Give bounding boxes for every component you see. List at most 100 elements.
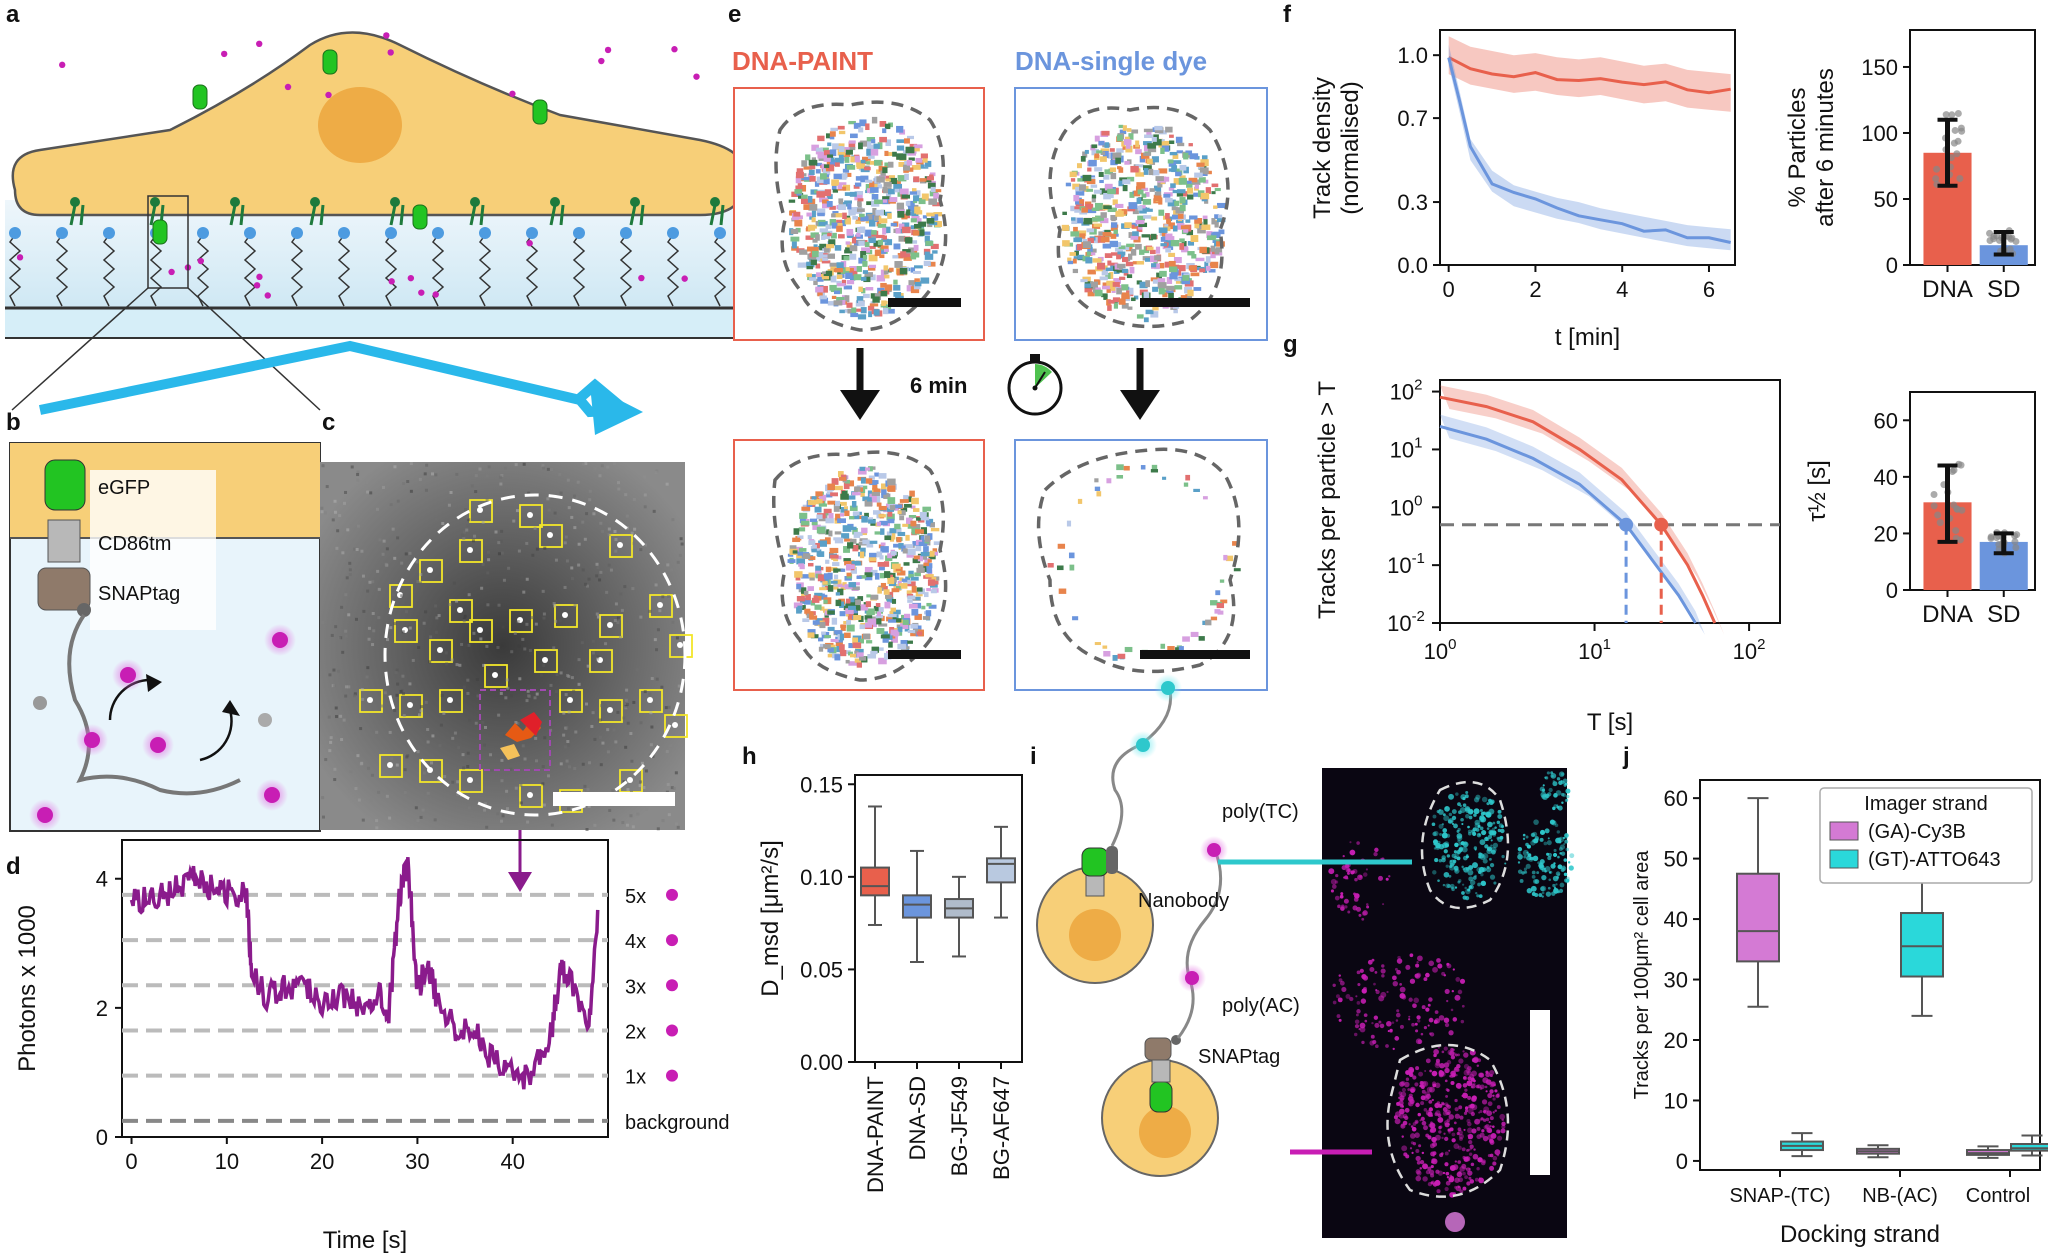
- track: [823, 644, 831, 649]
- fluor-dot: [1420, 1085, 1425, 1089]
- track: [891, 598, 897, 604]
- y-tick-label: 10: [1664, 1088, 1688, 1113]
- track: [908, 574, 914, 578]
- fluor-dot: [1494, 1149, 1501, 1156]
- noise: [417, 713, 421, 717]
- track: [861, 247, 870, 253]
- track: [1077, 254, 1085, 260]
- fluor-dot: [1427, 1166, 1432, 1171]
- track: [881, 489, 887, 495]
- fluor-dot: [1529, 856, 1534, 861]
- track: [817, 289, 823, 297]
- track: [884, 175, 893, 180]
- track: [896, 125, 904, 133]
- noise: [357, 798, 361, 802]
- track: [870, 650, 878, 655]
- fluor-dot: [1359, 968, 1364, 973]
- fluor-dot: [1470, 1111, 1475, 1117]
- fluor-dot: [1443, 1062, 1450, 1068]
- track: [856, 266, 862, 272]
- track: [1057, 543, 1066, 549]
- noise: [614, 740, 618, 744]
- noise: [591, 711, 595, 715]
- track: [1195, 257, 1205, 262]
- track: [1087, 237, 1094, 244]
- fluor-dot: [1457, 1053, 1460, 1057]
- track: [1188, 265, 1197, 271]
- track: [1177, 142, 1185, 147]
- track: [847, 651, 853, 656]
- track: [812, 524, 821, 530]
- fluor-dot: [1449, 864, 1453, 869]
- track: [1159, 270, 1167, 277]
- fluor-dot: [1442, 828, 1448, 833]
- track: [801, 506, 811, 511]
- noise: [580, 641, 584, 645]
- spot: [562, 612, 568, 618]
- track: [811, 210, 816, 218]
- track: [823, 511, 829, 516]
- track: [834, 245, 842, 251]
- track: [844, 560, 854, 566]
- noise: [450, 658, 454, 662]
- track: [1092, 258, 1102, 263]
- track: [848, 140, 856, 144]
- track: [1121, 284, 1129, 291]
- noise: [328, 749, 332, 753]
- noise: [654, 470, 658, 474]
- fluor-dot: [1517, 846, 1523, 852]
- track: [1174, 277, 1182, 282]
- fluor-dot: [1544, 776, 1549, 780]
- track: [828, 239, 836, 246]
- track: [1140, 465, 1146, 470]
- fluor-dot: [1487, 821, 1493, 828]
- track: [1196, 162, 1205, 167]
- fluor-dot: [1496, 1092, 1500, 1096]
- imager-dot: [693, 73, 700, 80]
- track: [1169, 140, 1175, 145]
- noise: [601, 741, 605, 745]
- fluor-dot: [1386, 1020, 1392, 1027]
- track: [1076, 217, 1084, 224]
- fluor-dot: [1355, 995, 1358, 998]
- track: [822, 168, 831, 176]
- track: [882, 227, 887, 235]
- egfp-protein: [412, 204, 428, 230]
- noise: [534, 759, 538, 763]
- fluor-dot: [1533, 819, 1539, 825]
- noise: [462, 685, 466, 689]
- crossing-point: [1619, 517, 1634, 532]
- track: [810, 259, 817, 266]
- fluor-dot: [1417, 1112, 1421, 1117]
- fluor-dot: [1458, 1058, 1464, 1064]
- fluor-dot: [1442, 1110, 1448, 1116]
- x-tick-label: 20: [310, 1149, 334, 1174]
- track: [807, 562, 814, 567]
- track: [904, 503, 912, 508]
- track: [848, 141, 856, 149]
- noise: [570, 676, 574, 680]
- y-tick-label: 20: [1664, 1028, 1688, 1053]
- fluor-dot: [1415, 1155, 1421, 1162]
- track: [1077, 498, 1083, 504]
- fluor-dot: [1462, 1050, 1465, 1053]
- noise: [325, 485, 329, 489]
- track: [915, 157, 923, 163]
- track: [865, 478, 873, 484]
- noise: [654, 583, 658, 587]
- track: [1133, 295, 1139, 300]
- track: [1143, 168, 1149, 175]
- fluor-dot: [1369, 966, 1375, 972]
- data-point: [1948, 111, 1956, 119]
- noise: [599, 570, 603, 574]
- track: [1115, 203, 1124, 208]
- noise: [622, 780, 626, 784]
- track: [830, 160, 836, 166]
- track: [884, 535, 892, 541]
- fluor-dot: [1421, 1089, 1426, 1094]
- track: [1162, 476, 1167, 480]
- fluor-dot: [1564, 839, 1569, 844]
- fluor-dot: [1552, 852, 1558, 858]
- noise: [466, 678, 470, 682]
- fluor-dot: [1468, 1136, 1471, 1140]
